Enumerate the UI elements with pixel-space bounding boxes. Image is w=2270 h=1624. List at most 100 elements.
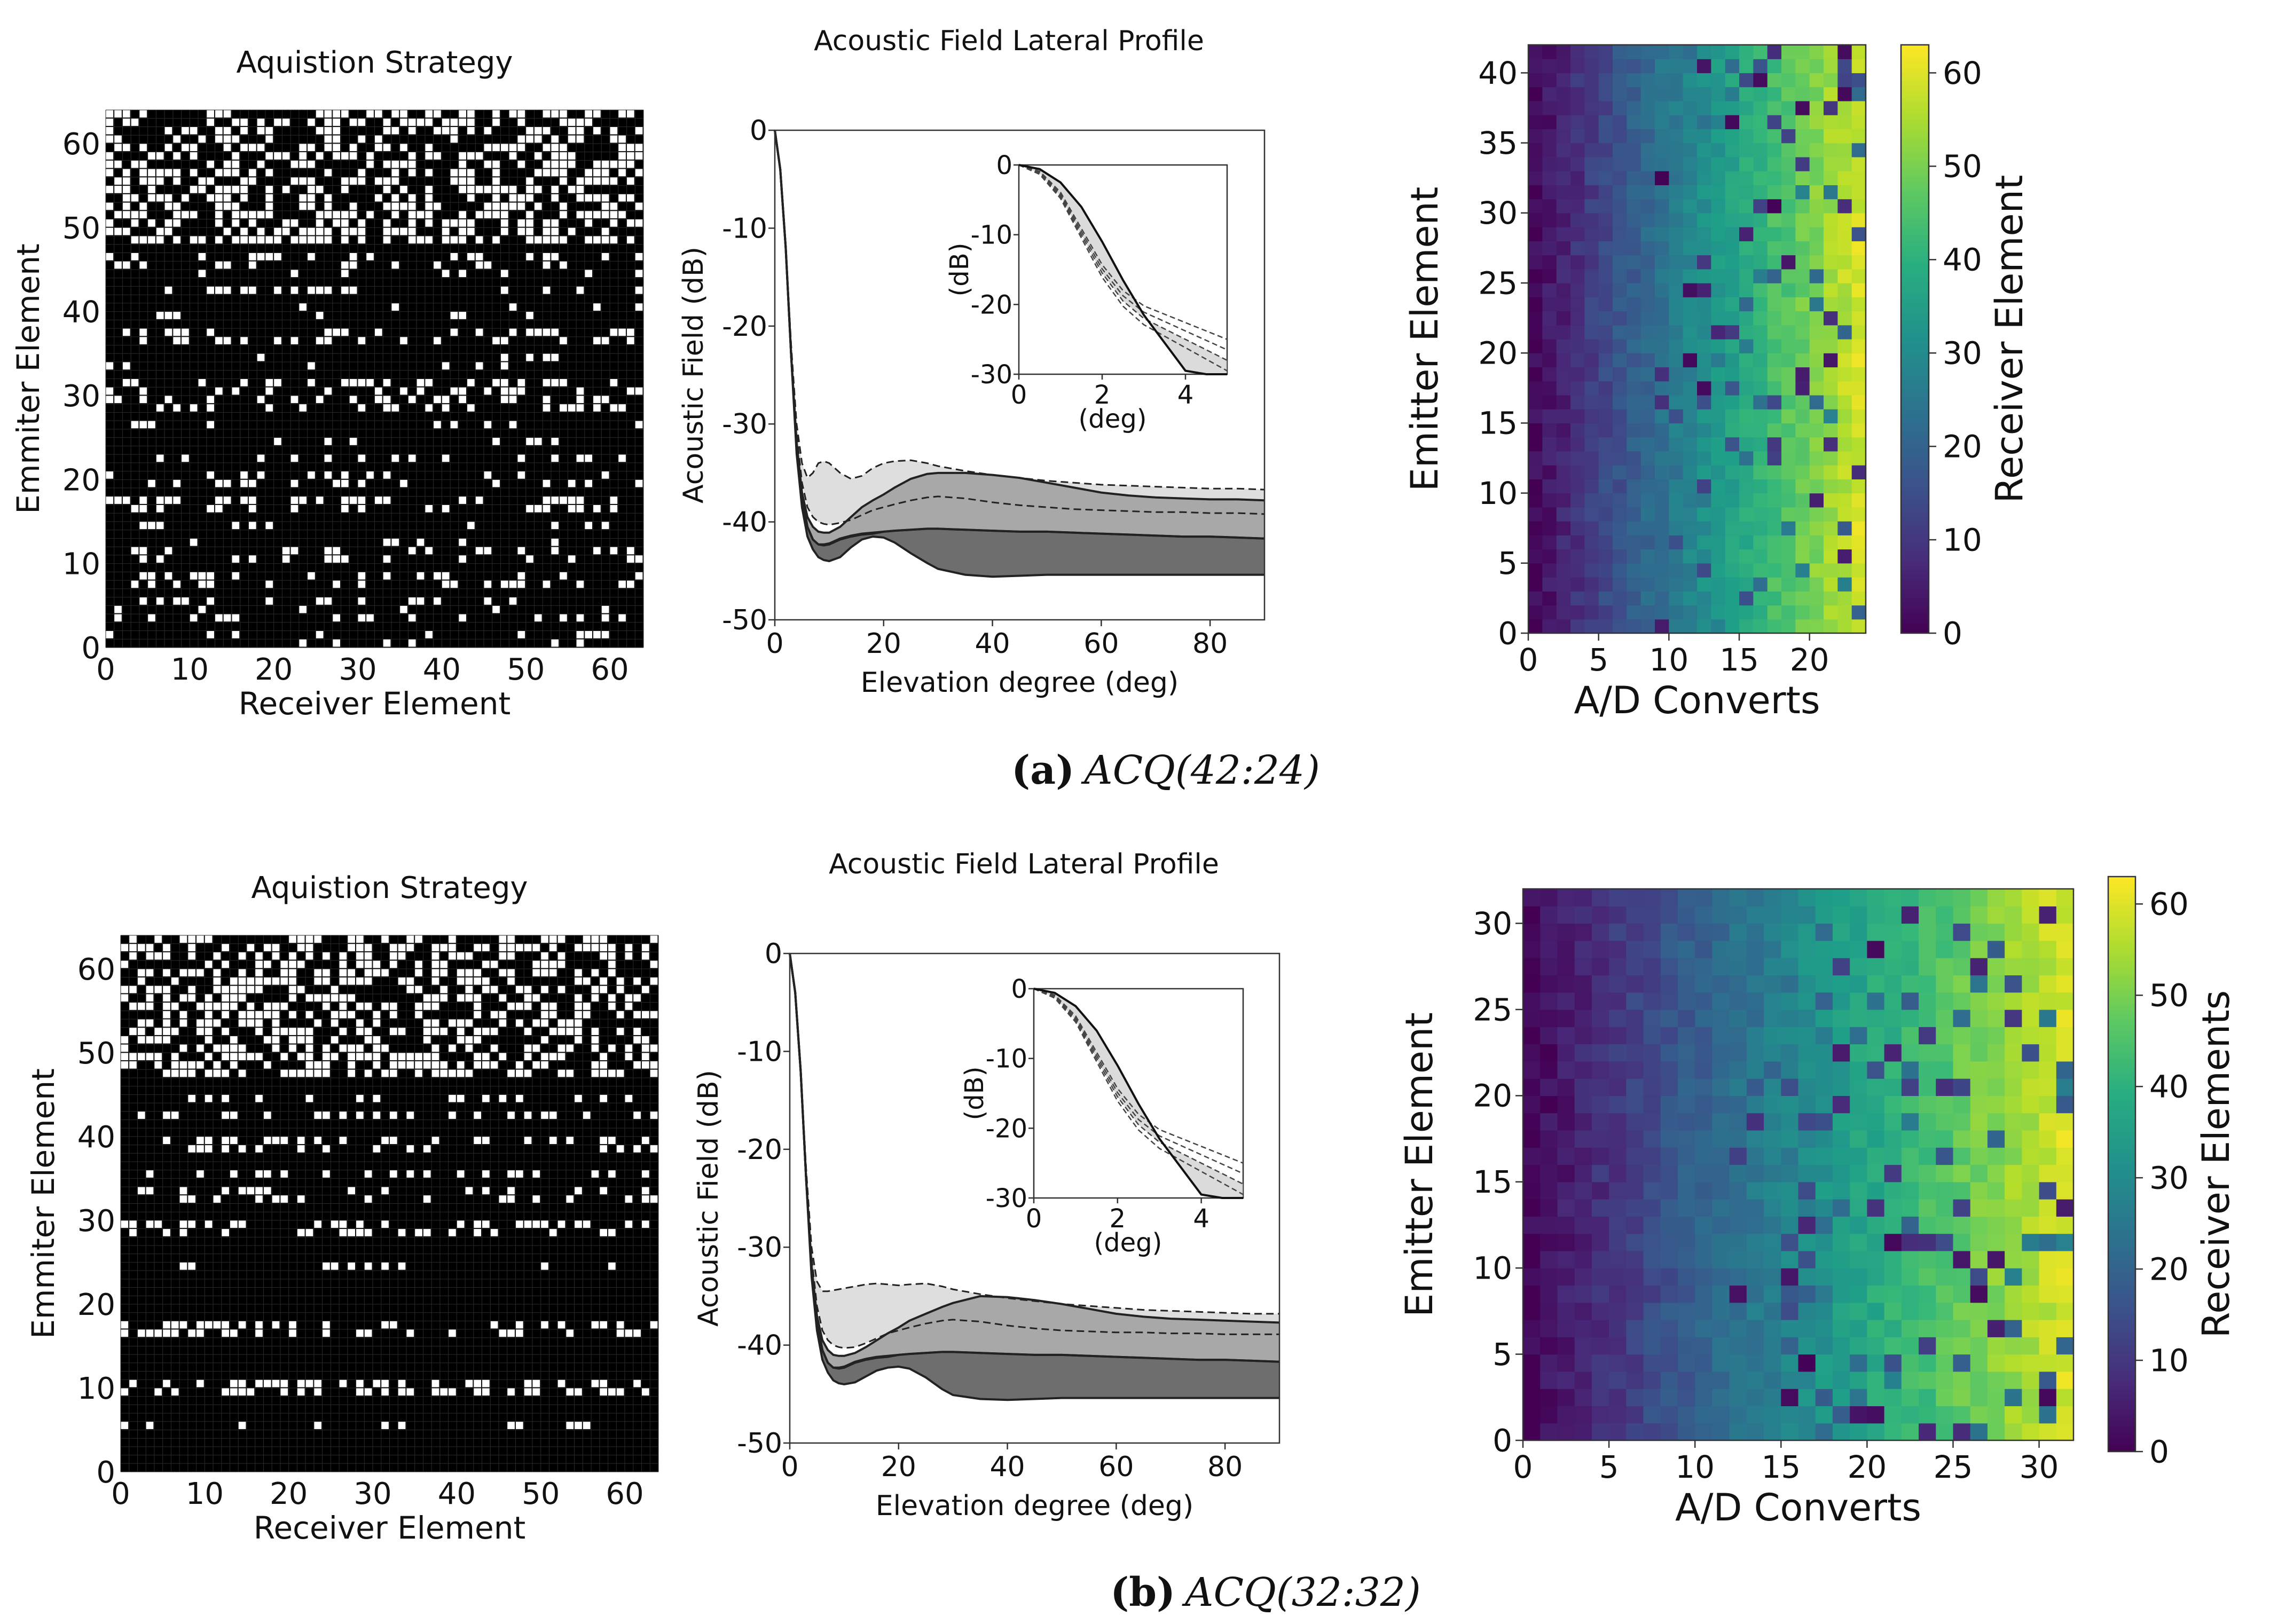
acq-cell [568, 227, 576, 235]
acq-cell [601, 605, 609, 613]
acq-cell [257, 471, 265, 479]
acq-cell [139, 110, 147, 118]
acq-cell [583, 1011, 591, 1019]
heatmap-cell [1936, 1423, 1954, 1441]
acq-cell [255, 960, 263, 968]
acq-cell [423, 1228, 431, 1236]
heatmap-cell [1824, 549, 1838, 564]
heatmap-cell [1570, 283, 1585, 297]
heatmap-cell [1528, 437, 1543, 452]
acq-cell [549, 1136, 557, 1145]
heatmap-cell [1643, 1164, 1661, 1182]
heatmap-cell [1697, 283, 1711, 297]
acq-cell [565, 1069, 574, 1077]
heatmap-cell [1540, 1354, 1558, 1372]
acq-cell [316, 336, 324, 344]
heatmap-cell [1528, 619, 1543, 634]
acq-cell [626, 143, 634, 152]
acq-cell [131, 504, 139, 513]
acq-cell [282, 185, 290, 193]
heatmap-cell [1669, 86, 1684, 101]
acq-cell [373, 960, 381, 968]
acq-cell [599, 1069, 608, 1077]
heatmap-cell [1867, 940, 1885, 958]
profile-xtick-label: 0 [766, 628, 783, 660]
acq-cell [442, 454, 450, 462]
heatmap-cell [1901, 975, 1919, 993]
acq-cell [215, 169, 223, 177]
heatmap-cell [1725, 619, 1740, 634]
acq-cell [265, 169, 273, 177]
heatmap-cell [1613, 437, 1627, 452]
heatmap-cell [1764, 1285, 1781, 1303]
heatmap-cell [1798, 1320, 1816, 1337]
acq-cell [373, 1052, 381, 1060]
heatmap-cell [1767, 297, 1782, 312]
heatmap-cell [1655, 381, 1669, 396]
acq-cell [221, 1011, 229, 1019]
heatmap-cell [1809, 563, 1824, 578]
acq-cell [484, 387, 492, 395]
heatmap-cell [1781, 465, 1796, 479]
light-band [790, 953, 1279, 1349]
acq-cell [507, 1170, 515, 1178]
heatmap-cell [2005, 1406, 2022, 1424]
acq-cell [240, 194, 248, 202]
heatmap-cell [1584, 73, 1599, 88]
heatmap-cell [1609, 958, 1627, 976]
acq-cell [601, 227, 609, 235]
heatmap-cell [1712, 1130, 1730, 1148]
acq-cell [635, 219, 643, 227]
heatmap-cell [1781, 1078, 1799, 1096]
heatmap-cell [1542, 465, 1557, 479]
heatmap-cell [1798, 1354, 1816, 1372]
heatmap-cell [1851, 563, 1866, 578]
heatmap-cell [1695, 1320, 1713, 1337]
acq-cell [257, 143, 265, 152]
heatmap-cell [1570, 549, 1585, 564]
acq-cell [332, 614, 340, 622]
acq-cell [439, 1069, 448, 1077]
heatmap-cell [1809, 100, 1824, 115]
acq-cell [290, 547, 299, 555]
heatmap-cell [1627, 241, 1641, 256]
acq-cell [633, 1036, 641, 1044]
heatmap-cell [1677, 1009, 1695, 1027]
heatmap-cell [1669, 269, 1684, 283]
heatmap-cell [1850, 1147, 1867, 1165]
heatmap-cell [1609, 1302, 1627, 1320]
heatmap-cell [1640, 115, 1655, 130]
heatmap-cell [1795, 409, 1810, 424]
heatmap-cell [1837, 100, 1852, 115]
acq-cell [543, 236, 551, 244]
heatmap-cell [1627, 563, 1641, 578]
heatmap-cell [2056, 1199, 2074, 1217]
series-line-light-band-lower [789, 953, 1279, 1349]
acq-ytick-label: 40 [77, 1120, 115, 1155]
heatmap-cell [1795, 100, 1810, 115]
heatmap-cell [1613, 563, 1627, 578]
heatmap-cell [1677, 975, 1695, 993]
acq-cell [356, 1220, 364, 1228]
profile-ylabel: Acoustic Field (dB) [678, 247, 710, 503]
heatmap-cell [1542, 45, 1557, 59]
heatmap-cell [1781, 577, 1796, 592]
heatmap-cell [2056, 1233, 2074, 1251]
heatmap-cell [1936, 1009, 1954, 1027]
heatmap-cell [1683, 156, 1698, 171]
heatmap-cell [1540, 1181, 1558, 1200]
heatmap-cell [1660, 1216, 1678, 1234]
acq-cell [499, 943, 507, 951]
acq-cell [576, 496, 584, 504]
heatmap-cell [2005, 1044, 2022, 1062]
acq-cell [146, 1036, 154, 1044]
acq-cell [574, 977, 582, 985]
heatmap-cell [1542, 199, 1557, 214]
acq-cell [307, 177, 315, 185]
acq-cell [221, 1002, 229, 1010]
heatmap-cell [1936, 1216, 1954, 1234]
acq-cell [383, 202, 391, 210]
heatmap-cell [1832, 889, 1850, 906]
acq-cell [373, 1145, 381, 1153]
